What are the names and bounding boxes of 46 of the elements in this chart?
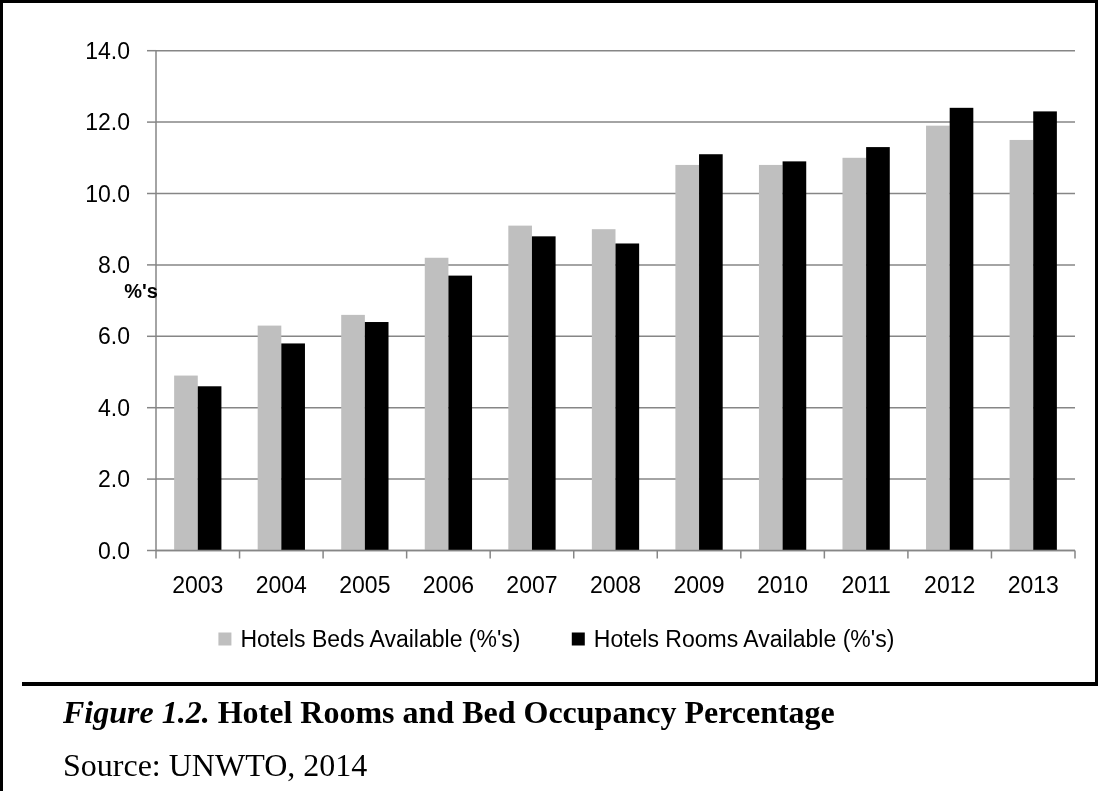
bar — [675, 164, 700, 551]
bar — [174, 375, 198, 551]
y-tick-label: 6.0 — [98, 323, 130, 350]
bar — [758, 164, 783, 551]
x-tick-label: 2003 — [172, 572, 224, 598]
y-tick-label: 8.0 — [98, 251, 130, 278]
x-tick-label: 2008 — [589, 572, 642, 598]
x-tick-label: 2006 — [422, 572, 474, 598]
y-tick-label: 14.0 — [85, 37, 130, 64]
y-tick-label: 0.0 — [98, 537, 130, 564]
x-tick-label: 2004 — [255, 572, 308, 598]
y-tick-label: 2.0 — [98, 466, 130, 493]
text: Figure 1.2. Hotel Rooms and Bed Occupancy Percentage — [62, 694, 835, 730]
bar — [1033, 111, 1057, 551]
y-tick-label: 12.0 — [85, 109, 130, 136]
bar — [699, 154, 723, 551]
x-tick-label: 2005 — [339, 572, 391, 598]
bar — [197, 386, 222, 551]
bar — [364, 322, 389, 551]
legend-label: Hotels Beds Available (%'s) — [240, 626, 521, 652]
bar — [508, 225, 532, 551]
y-axis-title: %'s — [124, 280, 158, 302]
y-tick-label: 4.0 — [98, 394, 130, 421]
x-tick-label: 2012 — [924, 572, 976, 598]
bar — [866, 147, 890, 551]
legend-label: Hotels Rooms Available (%'s) — [593, 626, 895, 652]
bar — [448, 275, 473, 551]
bar — [926, 125, 950, 551]
bar — [1009, 139, 1034, 551]
bar — [842, 157, 867, 551]
bar — [949, 107, 974, 551]
bar — [424, 257, 449, 551]
bar — [591, 229, 616, 551]
bar — [341, 314, 365, 551]
x-tick-label: 2013 — [1007, 572, 1059, 598]
bar — [281, 343, 305, 551]
bar — [615, 243, 640, 551]
source-note: Source: UNWTO, 2014 — [63, 747, 368, 783]
y-tick-label: 10.0 — [85, 180, 130, 207]
x-tick-label: 2011 — [841, 572, 891, 598]
x-tick-label: 2009 — [673, 572, 725, 598]
bar — [257, 325, 282, 551]
bar — [531, 236, 556, 551]
bar — [782, 161, 807, 551]
x-tick-label: 2007 — [506, 572, 558, 598]
x-tick-label: 2010 — [757, 572, 809, 598]
